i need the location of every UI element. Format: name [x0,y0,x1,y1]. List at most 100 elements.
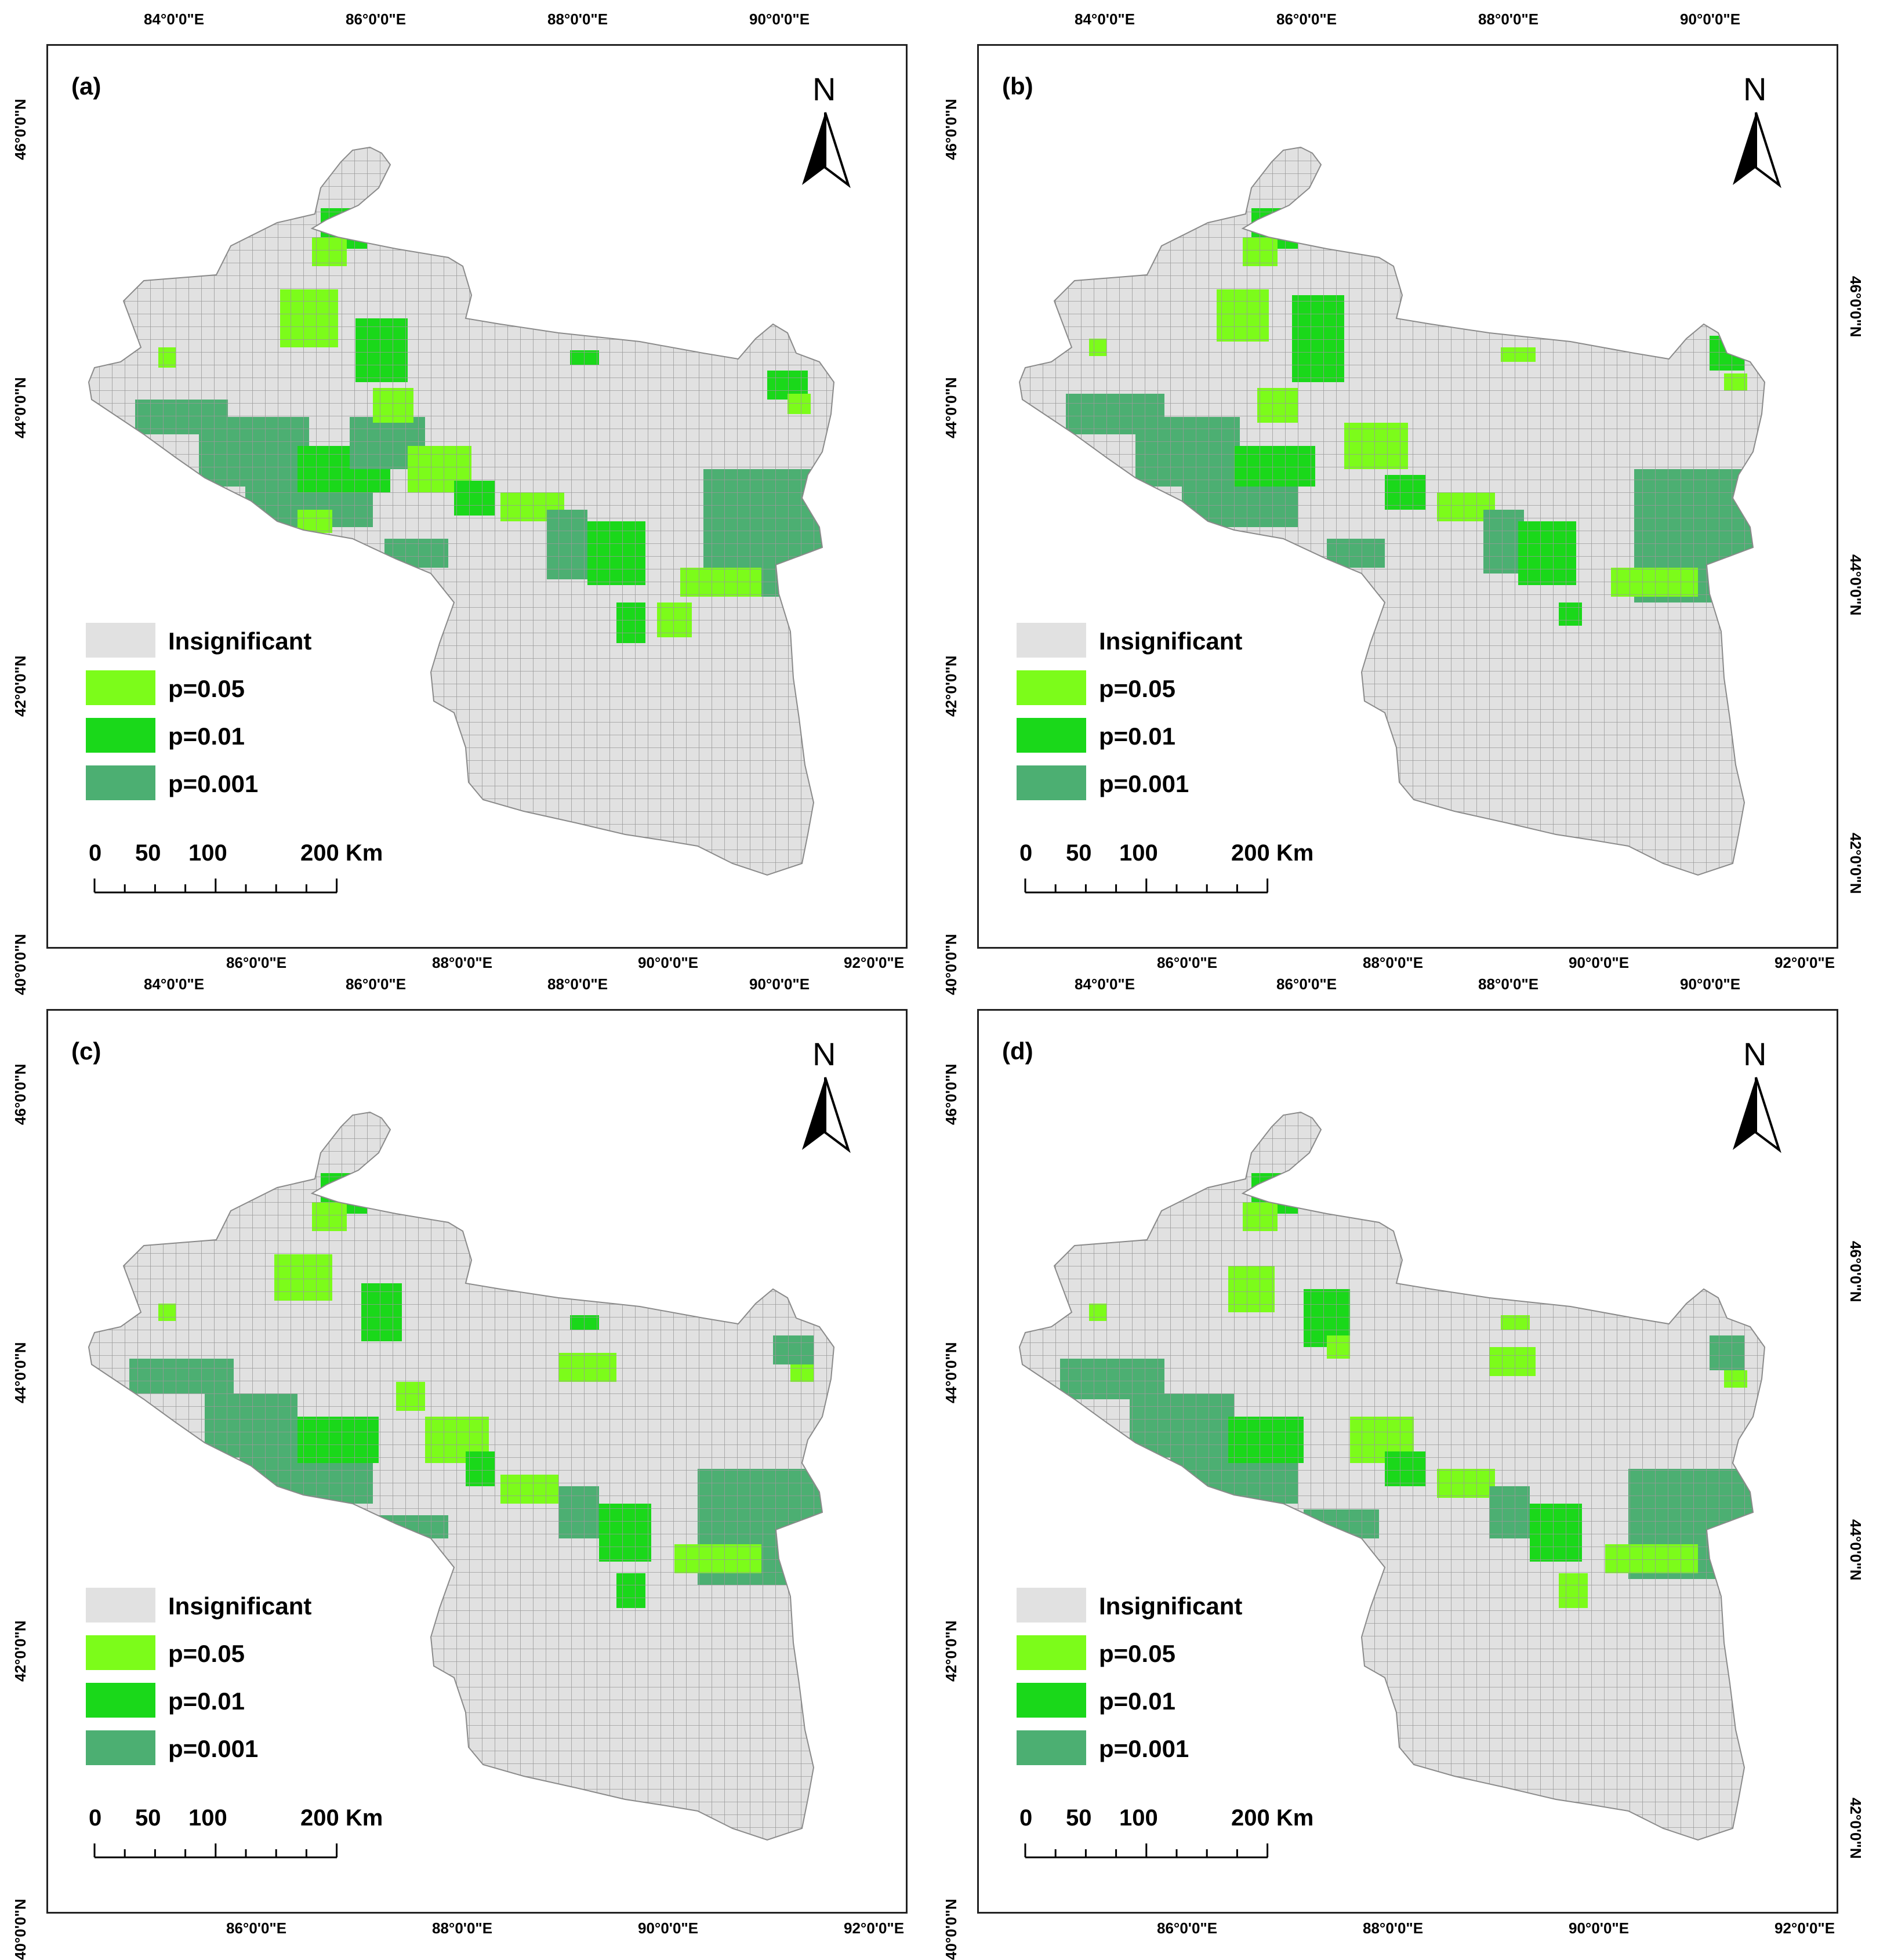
bottom-lon-label: 90°0'0"E [638,1919,699,1937]
scale-label: 50 [135,1805,161,1831]
right-lat-label: 42°0'0"N [1847,1798,1864,1859]
scale-label: 50 [135,840,161,866]
scale-label: 50 [1066,840,1092,866]
legend-swatch [86,1588,155,1623]
right-lat-label: 44°0'0"N [1847,1519,1864,1581]
bottom-lon-label: 86°0'0"E [226,1919,287,1937]
legend-swatch [86,718,155,753]
bottom-lon-label: 88°0'0"E [1363,1919,1424,1937]
left-lat-label: 42°0'0"N [942,1620,960,1682]
north-label: N [1743,1036,1767,1072]
scale-bar-lines [1024,1843,1269,1859]
legend-item: Insignificant [86,623,364,658]
legend-label: Insignificant [1099,1592,1243,1620]
north-arrow-icon [1733,112,1781,188]
legend-label: p=0.05 [168,675,245,702]
north-label: N [812,1036,836,1072]
map-canvas [88,1077,851,1859]
bottom-lon-label: 92°0'0"E [1774,954,1835,971]
left-lat-label: 46°0'0"N [12,1064,29,1125]
left-lat-label: 44°0'0"N [942,1342,960,1403]
north-arrow-icon [1733,1077,1781,1153]
scale-label: 0 [89,1805,102,1831]
legend-swatch [1017,1635,1086,1670]
panel-label: (a) [71,72,101,100]
legend-swatch [1017,623,1086,658]
grid-lines [89,147,834,875]
legend-item: p=0.01 [86,1683,364,1718]
top-lon-label: 86°0'0"E [346,10,407,28]
legend-label: p=0.01 [1099,723,1175,750]
bottom-lon-label: 92°0'0"E [844,954,905,971]
panel-label: (d) [1002,1037,1033,1065]
north-label: N [812,71,836,107]
legend-label: p=0.05 [1099,675,1175,702]
top-lon-label: 90°0'0"E [1680,975,1741,993]
significance-cells [89,1112,834,1840]
legend-item: p=0.05 [1017,670,1295,705]
top-lon-label: 86°0'0"E [1276,975,1337,993]
grid-lines [89,1112,834,1840]
scale-label: 100 [1119,840,1158,866]
region-outline [1018,1111,1766,1841]
left-lat-label: 42°0'0"N [12,655,29,717]
legend-swatch [86,623,155,658]
scale-label: 100 [188,840,227,866]
left-lat-label: 40°0'0"N [942,934,960,995]
bottom-lon-label: 86°0'0"E [1157,954,1218,971]
region-outline [88,1111,835,1841]
top-lon-label: 86°0'0"E [1276,10,1337,28]
legend-label: p=0.001 [168,1735,259,1762]
left-lat-label: 44°0'0"N [12,1342,29,1403]
map-canvas [88,112,851,894]
legend: Insignificant p=0.05 p=0.01 p=0.001 [86,623,364,814]
north-label: N [1743,71,1767,107]
scale-bar: 0 50 100 200 Km [1019,1805,1367,1834]
significance-cells [1019,1112,1765,1840]
legend-label: p=0.01 [168,723,245,750]
left-lat-label: 44°0'0"N [942,377,960,438]
top-lon-label: 84°0'0"E [144,10,205,28]
legend-swatch [1017,765,1086,800]
legend-swatch [86,1683,155,1718]
grid-lines [1019,147,1765,875]
top-lon-label: 88°0'0"E [1478,10,1539,28]
legend-item: p=0.001 [1017,765,1295,800]
bottom-lon-label: 90°0'0"E [1569,954,1630,971]
legend-label: p=0.001 [1099,770,1189,797]
top-lon-label: 90°0'0"E [749,975,810,993]
left-lat-label: 42°0'0"N [12,1620,29,1682]
bottom-lon-label: 86°0'0"E [1157,1919,1218,1937]
region-outline [1018,146,1766,876]
legend-label: p=0.05 [1099,1640,1175,1667]
scale-bar-lines [93,1843,338,1859]
north-arrow-icon [802,112,851,188]
legend-item: Insignificant [1017,1588,1295,1623]
scale-label: 0 [1019,840,1033,866]
legend-item: p=0.01 [1017,718,1295,753]
bottom-lon-label: 90°0'0"E [1569,1919,1630,1937]
bottom-lon-label: 92°0'0"E [844,1919,905,1937]
left-lat-label: 46°0'0"N [942,1064,960,1125]
bottom-lon-label: 90°0'0"E [638,954,699,971]
legend-swatch [1017,1683,1086,1718]
scale-label: 0 [89,840,102,866]
legend-swatch [1017,718,1086,753]
scale-bar: 0 50 100 200 Km [89,840,437,869]
map-canvas [1018,1077,1781,1859]
bottom-lon-label: 92°0'0"E [1774,1919,1835,1937]
legend-swatch [1017,1588,1086,1623]
scale-label: 200 Km [300,1805,383,1831]
scale-label: 100 [188,1805,227,1831]
map-panel-d: (d) N Insignificant p=0.05 p=0.01 p=0.001 0 50… [977,1009,1838,1914]
legend-item: p=0.001 [1017,1730,1295,1765]
panel-label: (b) [1002,72,1033,100]
scale-bar: 0 50 100 200 Km [1019,840,1367,869]
top-lon-label: 84°0'0"E [1075,975,1135,993]
legend-label: p=0.001 [1099,1735,1189,1762]
map-panel-a: (a) N Insignificant p=0.05 p=0.01 p=0.001 0 50… [46,44,908,949]
top-lon-label: 84°0'0"E [1075,10,1135,28]
legend-label: p=0.01 [1099,1687,1175,1715]
bottom-lon-label: 86°0'0"E [226,954,287,971]
map-panel-b: (b) N Insignificant p=0.05 p=0.01 p=0.001 0 50… [977,44,1838,949]
